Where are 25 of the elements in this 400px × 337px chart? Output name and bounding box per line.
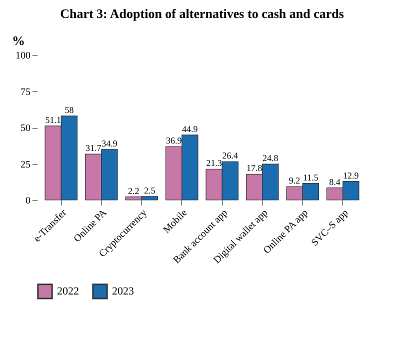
legend-label: 2022 <box>57 285 79 298</box>
data-label: 2.2 <box>128 186 140 196</box>
chart-title: Chart 3: Adoption of alternatives to cash and cards <box>60 6 344 21</box>
y-tick-label: 100 <box>16 50 30 62</box>
y-axis-title: % <box>12 33 25 48</box>
data-label: 24.8 <box>262 153 279 164</box>
legend-label: 2023 <box>112 285 134 298</box>
data-label: 2.5 <box>144 185 156 196</box>
y-tick-label: 75 <box>20 86 30 98</box>
data-label: 8.4 <box>329 176 341 187</box>
data-label: 34.9 <box>102 138 118 148</box>
data-label: 58 <box>64 104 74 115</box>
y-tick-label: 25 <box>20 159 30 170</box>
data-label: 44.9 <box>182 124 198 134</box>
data-label: 21.3 <box>206 158 222 168</box>
data-label: 36.9 <box>166 135 182 146</box>
data-label: 12.9 <box>343 170 360 180</box>
y-tick-label: 50 <box>20 123 30 134</box>
y-tick-label: 0 <box>26 196 30 206</box>
data-label: 9.2 <box>288 176 300 186</box>
data-label: 31.7 <box>85 143 102 154</box>
data-label: 11.5 <box>302 172 319 182</box>
data-label: 26.4 <box>222 150 239 161</box>
data-label: 17.8 <box>246 163 263 174</box>
data-label: 51.1 <box>45 114 61 125</box>
